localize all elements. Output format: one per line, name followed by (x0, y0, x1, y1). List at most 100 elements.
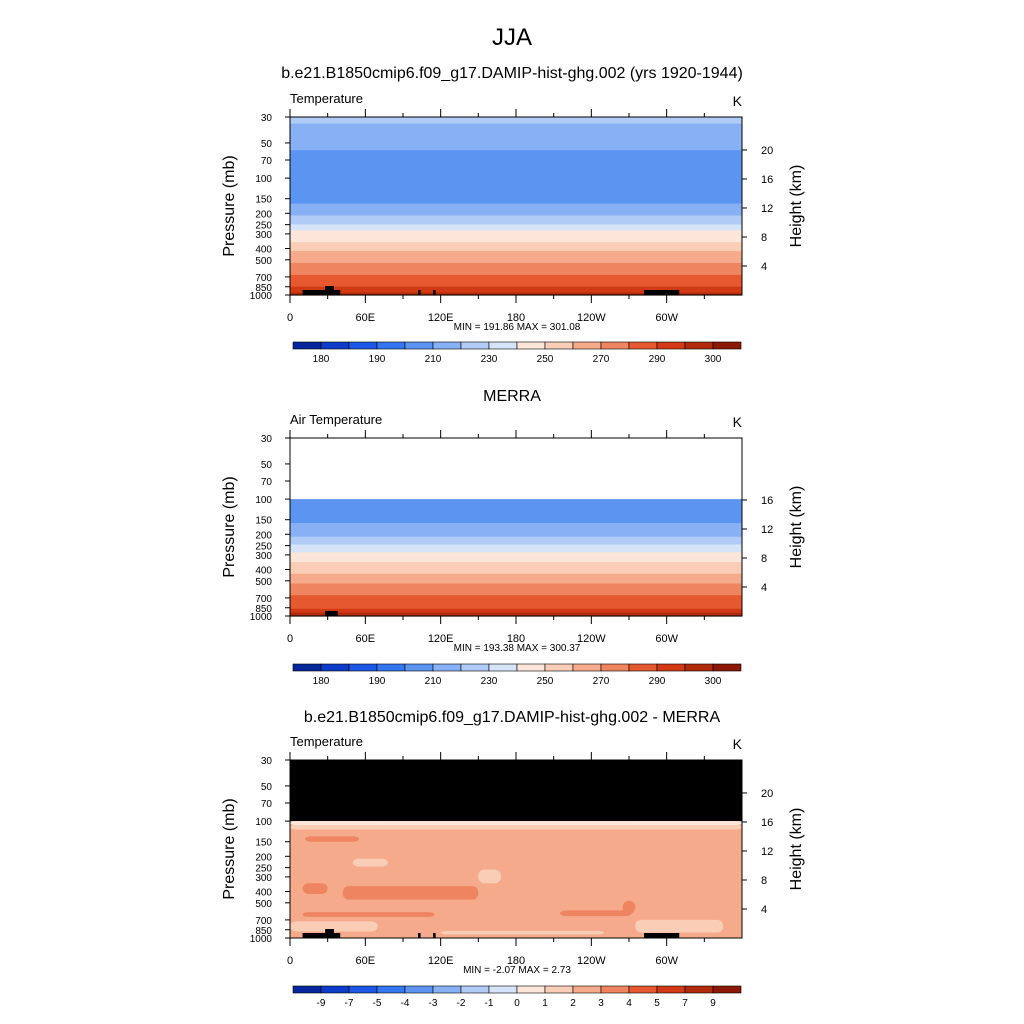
temperature-band (290, 503, 742, 506)
y-tick-label: 700 (255, 273, 272, 284)
y2-tick-label: 20 (761, 788, 773, 800)
colorbar-cell (684, 985, 714, 994)
colorbar-label: 7 (682, 998, 688, 1009)
temperature-band (290, 571, 742, 574)
colorbar-label: 290 (649, 354, 666, 365)
temperature-band (290, 206, 742, 210)
y-tick-label: 300 (255, 551, 272, 562)
temperature-band (290, 203, 742, 207)
y2-tick-label: 8 (761, 875, 767, 887)
y-tick-label: 100 (255, 817, 272, 828)
temperature-band (290, 137, 742, 142)
colorbar-label: 3 (598, 998, 604, 1009)
colorbar-cell (348, 341, 378, 350)
temperature-band (290, 167, 742, 171)
panel-title: MERRA (483, 388, 541, 405)
y-tick-label: 200 (255, 209, 272, 220)
y-tick-label: 850 (255, 283, 272, 294)
temperature-band (290, 283, 742, 287)
y-tick-label: 30 (261, 756, 273, 767)
colorbar-label: 1 (542, 998, 548, 1009)
x-tick-label: 60W (655, 633, 678, 645)
y-tick-label: 150 (255, 195, 272, 206)
temperature-band (290, 528, 742, 531)
temperature-band (290, 173, 742, 177)
colorbar-label: 230 (481, 354, 498, 365)
difference-patch (352, 858, 388, 867)
colorbar-cell (488, 663, 518, 672)
colorbar-cell (292, 663, 322, 672)
y-axis-title: Pressure (mb) (221, 476, 238, 577)
field-label: Temperature (290, 91, 363, 106)
temperature-band (290, 586, 742, 590)
temperature-band (290, 584, 742, 588)
temperature-band (290, 553, 742, 557)
x-tick-label: 180 (507, 633, 525, 645)
y-tick-label: 250 (255, 542, 272, 553)
y-tick-label: 500 (255, 256, 272, 267)
temperature-band (290, 540, 742, 543)
y-tick-label: 400 (255, 887, 272, 898)
colorbar-cell (320, 663, 350, 672)
units-label: K (733, 736, 743, 752)
min-max-label: MIN = -2.07 MAX = 2.73 (463, 965, 571, 976)
temperature-band (290, 541, 742, 545)
missing-region (290, 760, 742, 822)
colorbar-cell (656, 663, 686, 672)
temperature-band (290, 232, 742, 237)
y2-tick-label: 4 (761, 261, 767, 273)
colorbar-cell (460, 985, 490, 994)
temperature-band (290, 608, 742, 611)
temperature-band (290, 594, 742, 598)
temperature-band (290, 575, 742, 578)
colorbar-cell (656, 985, 686, 994)
colorbar-cell (376, 663, 406, 672)
temperature-band (290, 536, 742, 539)
y2-tick-label: 12 (761, 846, 773, 858)
colorbar-cell (684, 663, 714, 672)
colorbar-cell (432, 341, 462, 350)
y-tick-label: 200 (255, 852, 272, 863)
y2-tick-label: 16 (761, 817, 773, 829)
colorbar-label: -9 (317, 998, 326, 1009)
panel-title: b.e21.B1850cmip6.f09_g17.DAMIP-hist-ghg.… (304, 709, 721, 726)
y-axis-title: Pressure (mb) (221, 155, 238, 256)
colorbar-cell (432, 663, 462, 672)
y2-tick-label: 20 (761, 145, 773, 157)
y-tick-label: 1000 (250, 934, 273, 945)
x-tick-label: 180 (507, 955, 525, 967)
colorbar-label: 210 (425, 676, 442, 687)
y-tick-label: 700 (255, 594, 272, 605)
colorbar-cell (600, 985, 630, 994)
y-tick-label: 30 (261, 434, 273, 445)
y-tick-label: 500 (255, 577, 272, 588)
temperature-band (290, 563, 742, 566)
temperature-band (290, 526, 742, 529)
terrain-mask (325, 286, 334, 295)
temperature-band (290, 125, 742, 130)
temperature-band (290, 506, 742, 510)
temperature-band (290, 596, 742, 600)
x-tick-label: 60E (356, 312, 376, 324)
colorbar-label: 4 (626, 998, 632, 1009)
y-tick-label: 500 (255, 899, 272, 910)
y-tick-label: 100 (255, 174, 272, 185)
y2-axis-title: Height (km) (788, 808, 805, 891)
colorbar-cell (404, 663, 434, 672)
y-tick-label: 70 (261, 799, 273, 810)
temperature-band (290, 602, 742, 605)
temperature-band (290, 555, 742, 559)
y-tick-label: 150 (255, 516, 272, 527)
y-tick-label: 100 (255, 495, 272, 506)
figure-title: JJA (492, 24, 532, 51)
temperature-band (290, 244, 742, 249)
colorbar-cell (488, 341, 518, 350)
temperature-band (290, 557, 742, 561)
temperature-band (290, 253, 742, 258)
difference-patch (342, 886, 479, 900)
colorbar-label: -7 (345, 998, 354, 1009)
temperature-band (290, 565, 742, 568)
temperature-band (290, 229, 742, 234)
difference-patch (440, 930, 604, 935)
